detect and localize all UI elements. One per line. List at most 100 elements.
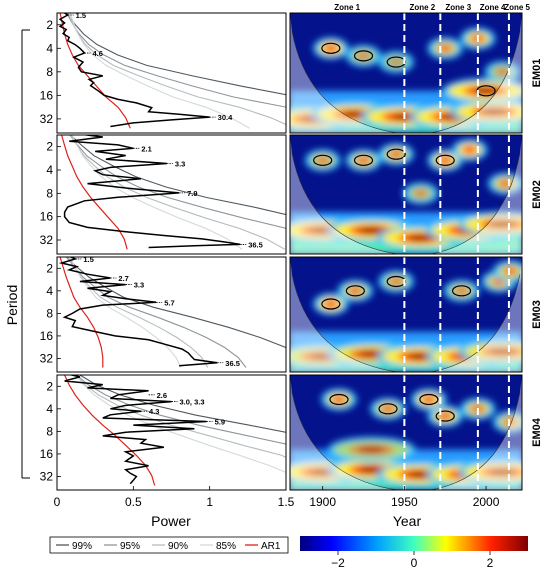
power-frame: [56, 12, 287, 134]
colorbar-tick-label: −2: [331, 556, 345, 570]
peak-label: 3.3: [134, 281, 144, 290]
sig-curve-99pct: [65, 13, 286, 96]
peak-label: 3.0, 3.3: [180, 398, 205, 407]
period-tick-label: 4: [46, 402, 53, 416]
period-tick-label: 4: [46, 41, 53, 55]
period-tick-label: 8: [46, 424, 53, 438]
period-tick-label: 8: [46, 186, 53, 200]
period-tick-label: 4: [46, 284, 53, 298]
period-tick-label: 16: [40, 210, 54, 224]
sig-curve-95pct: [66, 13, 286, 108]
wavelet-frame: [289, 134, 523, 255]
period-tick-label: 4: [46, 163, 53, 177]
significance-contour: [321, 42, 341, 54]
power-frame: [56, 256, 287, 373]
peak-label: 4.3: [149, 407, 159, 416]
peak-label: 5.7: [164, 298, 174, 307]
significance-contour: [321, 298, 341, 310]
significance-contour: [313, 154, 333, 166]
period-axis-label: Period: [4, 285, 20, 325]
power-frame: [56, 134, 287, 255]
significance-contour: [386, 148, 406, 160]
panel-label: EM04: [531, 417, 543, 447]
panel-em03: 1.5 2.7 3.3 5.7 36.5 2 4 8 16 32 EM03: [40, 255, 543, 373]
sig-curve-90pct: [70, 135, 286, 250]
power-tick-label: 1.5: [278, 495, 295, 509]
sig-curve-90pct: [75, 375, 286, 459]
cone-of-influence: [290, 135, 522, 254]
power-tick-label: 0: [54, 495, 61, 509]
peak-label: 30.4: [218, 113, 233, 122]
period-tick-label: 2: [46, 379, 53, 393]
significance-legend: 99% 95% 90% 85% AR1: [49, 536, 289, 554]
period-tick-label: 32: [40, 233, 54, 247]
zone-label: Zone 4: [480, 3, 506, 12]
period-tick-label: 16: [40, 329, 54, 343]
sig-curve-99pct: [70, 135, 286, 216]
peak-label: 3.3: [175, 160, 185, 169]
power-tick-label: 1: [206, 495, 213, 509]
cone-of-influence: [290, 257, 522, 372]
significance-contour: [329, 393, 349, 406]
legend-label: 95%: [120, 541, 140, 552]
panel-em02: 2.1 3.3 7.9 36.5 2 4 8 16 32 EM02: [40, 134, 543, 255]
sig-curve-95pct: [69, 135, 286, 229]
panel-label: EM01: [531, 59, 543, 88]
sig-curve-99pct: [79, 375, 286, 433]
panel-em01: 1.5 4.6 30.4 2 4 8 16 32 EM01: [40, 11, 543, 134]
sig-curve-85pct: [71, 135, 243, 250]
peak-label: 7.9: [187, 189, 197, 198]
period-tick-label: 16: [40, 88, 54, 102]
legend-label: AR1: [261, 541, 281, 552]
period-tick-label: 32: [40, 351, 54, 365]
peak-label: 2.6: [157, 391, 167, 400]
wavelet-image: [290, 257, 522, 372]
colorbar-tick-label: 0: [411, 556, 418, 570]
colorbar: −2 0 2: [300, 536, 528, 570]
sig-curve-95pct: [66, 257, 247, 368]
power-plot-area: [57, 135, 286, 254]
peak-label: 2.7: [118, 274, 128, 283]
panel-label: EM02: [531, 180, 543, 209]
wavelet-image: [290, 13, 522, 133]
peak-label: 36.5: [248, 240, 263, 249]
peak-label: 1.5: [76, 11, 86, 20]
wavelet-frame: [289, 12, 523, 134]
power-axis-label: Power: [151, 513, 191, 529]
significance-contour: [435, 154, 455, 166]
period-tick-label: 8: [46, 65, 53, 79]
peak-label: 2.1: [141, 144, 151, 153]
year-axis-label: Year: [393, 513, 422, 529]
ar1-curve: [64, 375, 156, 486]
significance-contour: [353, 50, 374, 62]
peak-label: 4.6: [92, 49, 102, 58]
period-bracket: [21, 29, 30, 479]
coi-line: [291, 274, 521, 372]
global-power-line: [58, 13, 210, 128]
period-tick-label: 32: [40, 112, 54, 126]
period-tick-label: 2: [46, 140, 53, 154]
global-power-line: [63, 135, 241, 249]
peak-label: 1.5: [83, 255, 93, 264]
coi-line: [291, 152, 521, 254]
colorbar-tick-label: 2: [487, 556, 494, 570]
zone-label: Zone 1: [334, 3, 360, 12]
global-power-line: [58, 257, 218, 367]
significance-contour: [378, 403, 398, 415]
panel-em04: 2.6 3.0, 3.3 4.3 5.9 2 4 8 16 32 EM04: [40, 374, 543, 491]
wavelet-image: [290, 135, 522, 254]
period-tick-label: 16: [40, 447, 54, 461]
period-tick-label: 2: [46, 261, 53, 275]
cone-of-influence: [290, 13, 522, 133]
significance-contour: [345, 285, 365, 297]
power-tick-label: 0.5: [125, 495, 142, 509]
sig-curve-99pct: [65, 257, 286, 349]
sig-curve-95pct: [76, 375, 286, 445]
year-tick-label: 2000: [473, 495, 500, 509]
period-tick-label: 2: [46, 18, 53, 32]
wavelet-image: [290, 375, 522, 490]
zone-label: Zone 2: [409, 3, 435, 12]
power-frame: [56, 374, 287, 491]
zone-label: Zone 5: [504, 3, 530, 12]
